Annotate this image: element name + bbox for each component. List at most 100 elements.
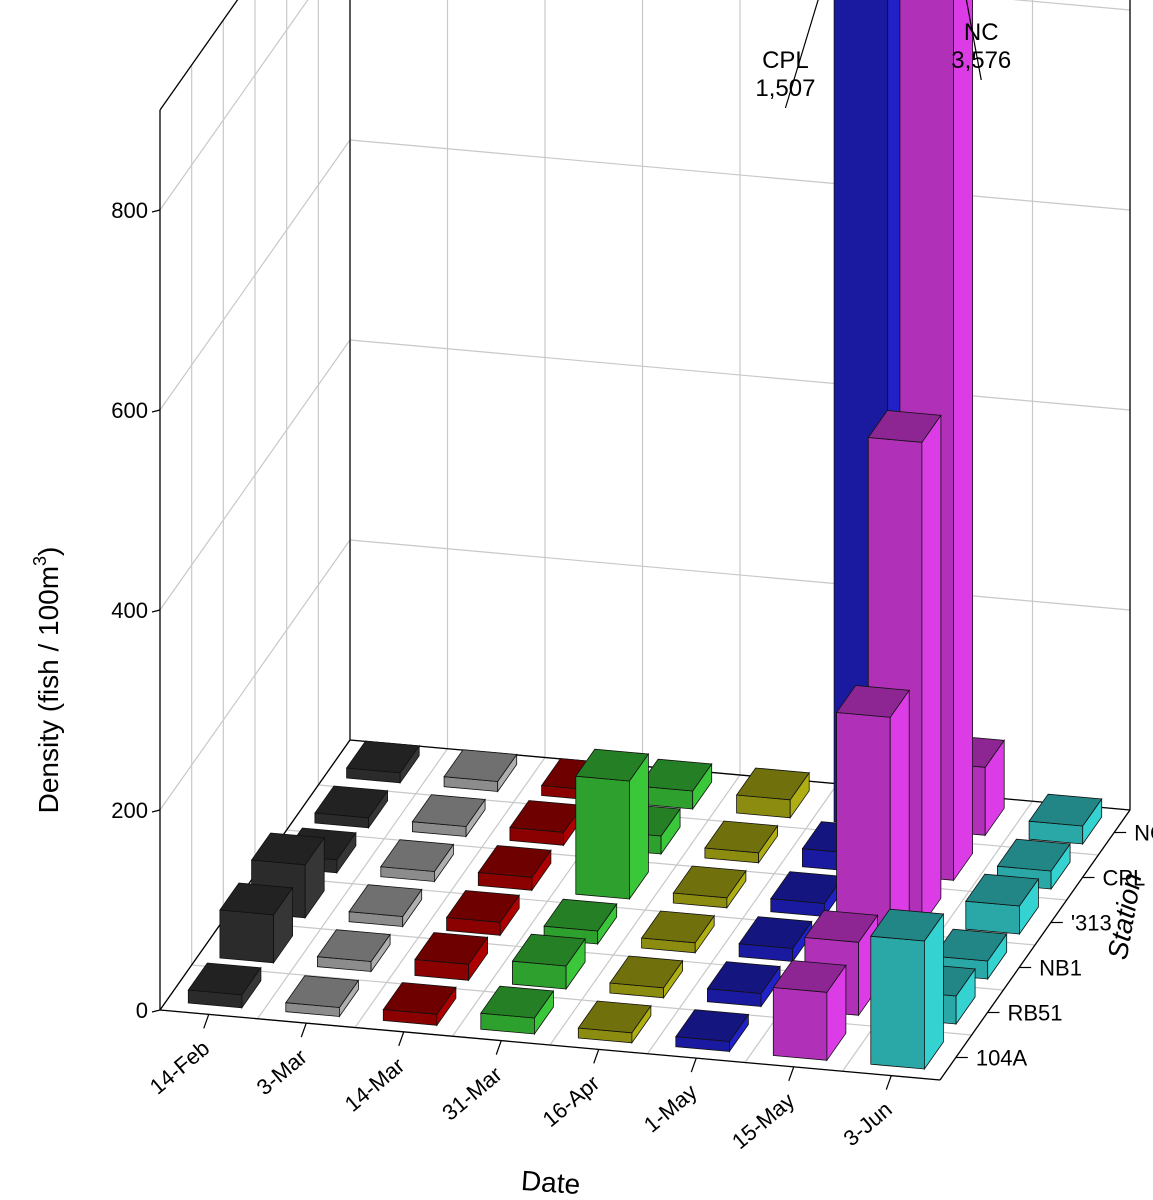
x-tick-mark — [788, 1066, 795, 1082]
x-tick-mark — [398, 1031, 405, 1047]
bar — [382, 982, 457, 1027]
bar-top-face — [480, 985, 555, 1019]
bar-top-face — [250, 832, 325, 866]
bar — [577, 1000, 652, 1045]
bar-top-face — [672, 865, 747, 899]
bar-front-face — [219, 909, 275, 964]
bar — [735, 767, 810, 820]
x-tick-label: 14-Mar — [340, 1053, 409, 1117]
bar — [870, 908, 945, 1071]
bar-top-face — [543, 898, 618, 932]
bar — [770, 871, 845, 918]
bar-top-face — [414, 932, 489, 965]
bar-top-face — [835, 685, 910, 718]
bar-top-face — [285, 975, 360, 1008]
bar — [411, 794, 486, 838]
z-tick-label: 0 — [136, 998, 148, 1023]
bar-top-face — [640, 910, 715, 944]
x-tick-mark — [300, 1022, 307, 1038]
bar — [316, 929, 391, 973]
axes-edge — [159, 1009, 941, 1081]
bar — [609, 955, 684, 1000]
bar-top-face — [870, 908, 945, 942]
x-tick-label: 3-Mar — [252, 1044, 312, 1100]
bar-top-face — [704, 820, 779, 854]
bar-top-face — [933, 928, 1008, 962]
y-tick-label: NB1 — [1039, 956, 1082, 981]
bar — [933, 928, 1008, 981]
bar — [443, 749, 518, 793]
annotation-leader — [965, 0, 982, 81]
bars — [187, 0, 1103, 1071]
bar-front-face — [575, 775, 630, 900]
bar-top-face — [772, 960, 847, 993]
bar-front-face — [965, 900, 1020, 935]
bar — [675, 1009, 750, 1053]
y-tick-label: '313 — [1071, 911, 1112, 936]
bar-top-face — [575, 748, 650, 782]
annotation-label: CPL — [762, 47, 809, 74]
y-tick-label: NC — [1134, 821, 1153, 846]
bar-top-face — [1028, 793, 1103, 827]
z-tick-mark — [151, 209, 161, 213]
bar — [414, 932, 489, 982]
bar-top-face — [638, 758, 713, 792]
x-tick-mark — [203, 1014, 210, 1029]
bar-top-face — [348, 884, 423, 917]
axes-edge — [159, 0, 239, 111]
x-tick-mark — [495, 1040, 502, 1055]
bar-top-face — [345, 740, 420, 774]
x-tick-label: 14-Feb — [145, 1035, 214, 1099]
x-tick-mark — [885, 1075, 892, 1090]
bar-top-face — [706, 961, 781, 994]
annotation-label: NC — [964, 19, 999, 46]
z-axis-title-end: ) — [33, 547, 64, 556]
bar-top-face — [443, 749, 518, 782]
x-tick-label: 16-Apr — [538, 1070, 605, 1132]
y-tick-label: CPL — [1103, 866, 1146, 891]
bar — [511, 933, 586, 991]
x-tick-label: 3-Jun — [839, 1097, 897, 1152]
bar — [835, 685, 910, 972]
bar — [640, 910, 715, 955]
bar-top-face — [804, 910, 879, 943]
bar-front-face — [870, 935, 925, 1070]
bar-top-face — [187, 962, 262, 996]
bar — [509, 800, 584, 847]
bar-side-face — [921, 414, 942, 927]
axes-edge — [939, 809, 1131, 1081]
x-tick-label: 31-Mar — [437, 1062, 506, 1126]
bar — [965, 873, 1040, 936]
y-tick-label: RB51 — [1008, 1001, 1063, 1026]
bar — [704, 820, 779, 865]
z-axis-title: Density (fish / 100m3) — [30, 547, 64, 814]
bar — [672, 865, 747, 910]
bar — [772, 960, 847, 1062]
bar — [348, 884, 423, 928]
bar — [219, 882, 294, 965]
bar — [480, 985, 555, 1036]
z-tick-label: 400 — [111, 598, 148, 623]
bar — [1028, 793, 1103, 846]
bar-top-face — [477, 845, 552, 878]
z-tick-mark — [151, 409, 161, 413]
bar-top-face — [577, 1000, 652, 1034]
bar-top-face — [965, 873, 1040, 907]
bar-top-face — [316, 929, 391, 962]
bar — [477, 845, 552, 892]
bar — [345, 740, 420, 785]
bar-top-face — [380, 839, 455, 872]
bar — [638, 758, 713, 811]
bar — [738, 916, 813, 963]
bar-side-face — [953, 0, 973, 882]
annotation-leader — [784, 0, 819, 109]
bar-top-face — [314, 785, 389, 819]
bar — [706, 961, 781, 1008]
bar — [575, 748, 650, 901]
bar — [314, 785, 389, 830]
bar — [187, 962, 262, 1010]
x-axis-title: Date — [520, 1165, 581, 1200]
x-tick-mark — [690, 1057, 697, 1073]
